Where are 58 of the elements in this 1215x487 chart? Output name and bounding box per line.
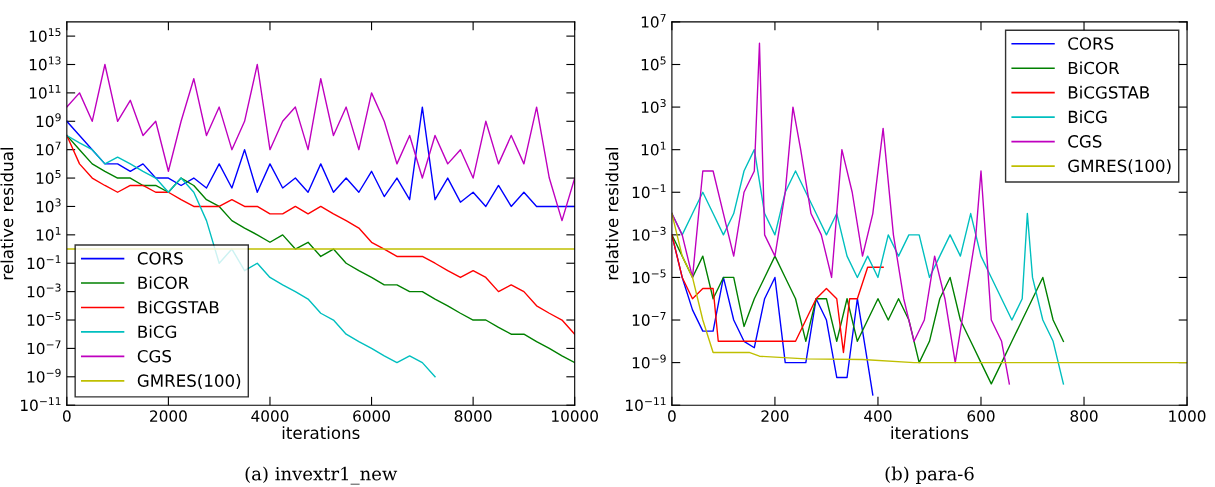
legend-label: CORS: [137, 252, 183, 265]
text: (a) invextr1_new: [245, 466, 398, 485]
legend-label: CGS: [137, 349, 172, 363]
y-tick-label: 10$^{−7}$: [27, 340, 61, 355]
legend-label: BiCOR: [138, 276, 189, 290]
x-tick-label: 4000: [251, 410, 289, 422]
y-tick-label: 10$^{−9}$: [27, 368, 61, 383]
y-tick-label: 10$^{−11}$: [21, 397, 61, 412]
legend-label: GMRES(100): [137, 374, 241, 389]
x-tick-label: 8000: [454, 410, 492, 422]
y-tick-label: 10$^{−1}$: [27, 255, 61, 270]
legend-label: BiCG: [138, 325, 177, 339]
y-tick-label: 10$^{3}$: [36, 198, 61, 213]
x-tick-label: 0: [668, 410, 676, 422]
x-axis-title: iterations: [282, 426, 360, 440]
x-tick-label: 2000: [150, 410, 187, 422]
legend-label: BiCGSTAB: [1068, 85, 1149, 99]
x-tick-label: 1000: [1169, 410, 1206, 422]
line-series: [671, 42, 1011, 385]
x-tick-label: 6000: [353, 410, 390, 422]
x-tick-label: 10000: [552, 410, 598, 422]
legend-label: BiCGSTAB: [138, 300, 219, 314]
legend-label: BiCG: [1068, 110, 1107, 124]
legend-label: CORS: [1068, 37, 1114, 50]
y-tick-label: 10$^{−9}$: [632, 354, 666, 369]
line-series: [66, 106, 575, 208]
y-tick-label: 10$^{−3}$: [632, 226, 666, 241]
y-tick-label: 10$^{3}$: [641, 98, 666, 113]
x-tick-label: 800: [1070, 410, 1098, 422]
y-tick-label: 10$^{5}$: [36, 170, 61, 184]
legend-label: GMRES(100): [1068, 159, 1171, 175]
y-tick-label: 10$^{9}$: [36, 113, 61, 128]
x-tick-label: 600: [967, 410, 995, 422]
line-series: [66, 63, 575, 222]
line-series: [671, 234, 1065, 385]
y-tick-label: 10$^{1}$: [36, 226, 61, 241]
y-axis-title: relative residual: [0, 148, 14, 280]
y-axis-title: relative residual: [605, 148, 619, 280]
y-tick-label: 10$^{7}$: [641, 13, 666, 28]
y-tick-label: 10$^{−11}$: [626, 397, 666, 412]
text: (b) para-6: [885, 466, 974, 484]
y-tick-label: 10$^{13}$: [29, 56, 61, 71]
y-tick-label: 10$^{7}$: [36, 141, 61, 156]
y-tick-label: 10$^{−5}$: [632, 269, 666, 284]
y-tick-label: 10$^{5}$: [641, 56, 666, 71]
y-tick-label: 10$^{−3}$: [27, 283, 61, 298]
y-tick-label: 10$^{11}$: [29, 84, 61, 99]
y-tick-label: 10$^{−5}$: [27, 312, 61, 326]
x-tick-label: 0: [62, 410, 71, 422]
y-tick-label: 10$^{1}$: [641, 141, 666, 156]
legend-label: BiCOR: [1068, 61, 1120, 75]
y-tick-label: 10$^{15}$: [29, 28, 61, 43]
x-tick-label: 400: [864, 410, 892, 422]
y-tick-label: 10$^{−1}$: [632, 184, 666, 199]
x-axis-title: iterations: [891, 426, 969, 440]
y-tick-label: 10$^{−7}$: [632, 312, 666, 326]
legend-label: CGS: [1068, 135, 1102, 148]
x-tick-label: 200: [761, 410, 789, 422]
